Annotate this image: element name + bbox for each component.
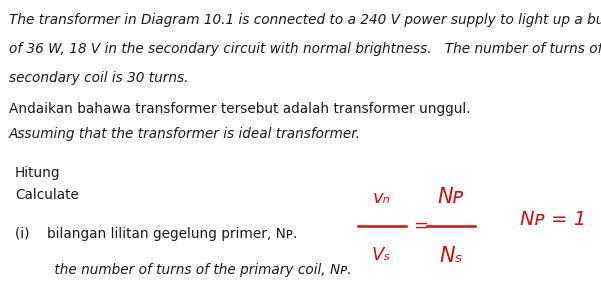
Text: Nₛ: Nₛ: [439, 246, 462, 266]
Text: Andaikan bahawa transformer tersebut adalah transformer unggul.: Andaikan bahawa transformer tersebut ada…: [9, 102, 471, 116]
Text: Calculate: Calculate: [15, 188, 79, 202]
Text: Hitung: Hitung: [15, 166, 61, 180]
Text: the number of turns of the primary coil, Nᴘ.: the number of turns of the primary coil,…: [15, 263, 352, 277]
Text: vₙ: vₙ: [373, 189, 391, 207]
Text: Assuming that the transformer is ideal transformer.: Assuming that the transformer is ideal t…: [9, 127, 361, 141]
Text: Nᴘ = 1: Nᴘ = 1: [520, 210, 586, 229]
Text: (i)    bilangan lilitan gegelung primer, Nᴘ.: (i) bilangan lilitan gegelung primer, Nᴘ…: [15, 227, 297, 241]
Text: Nᴘ: Nᴘ: [438, 187, 464, 207]
Text: =: =: [413, 217, 428, 235]
Text: Vₛ: Vₛ: [372, 246, 391, 264]
Text: of 36 W, 18 V in the secondary circuit with normal brightness.   The number of t: of 36 W, 18 V in the secondary circuit w…: [9, 42, 601, 56]
Text: The transformer in Diagram 10.1 is connected to a 240 V power supply to light up: The transformer in Diagram 10.1 is conne…: [9, 13, 601, 27]
Text: secondary coil is 30 turns.: secondary coil is 30 turns.: [9, 71, 189, 85]
